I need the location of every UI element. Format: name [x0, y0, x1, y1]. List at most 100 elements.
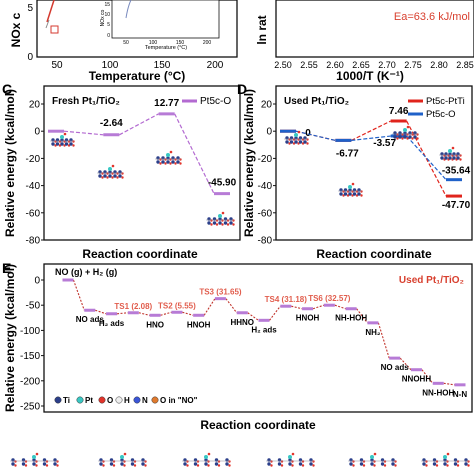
atom-ti: [113, 174, 117, 178]
atom-pt: [108, 167, 112, 171]
ytick-label: 0: [34, 276, 40, 287]
step-label: NO ads: [381, 363, 410, 372]
atom-o: [210, 223, 213, 226]
atom-o: [56, 460, 59, 463]
atom-o: [102, 464, 105, 467]
atom-o: [401, 133, 404, 136]
atom-o: [111, 172, 114, 175]
panel-a-inset-xtick-1: 100: [149, 40, 158, 46]
connector: [182, 311, 194, 316]
step-label: NH₂: [365, 328, 381, 337]
atom-o: [207, 460, 210, 463]
atom-o: [221, 223, 224, 226]
atom-legend-label: O in "NO": [160, 396, 198, 405]
panel-c-legend: Pt5c-O: [182, 96, 231, 107]
panel-e-yticks: 0 -50 -100 -150 -200 -250: [20, 276, 44, 413]
atom-o: [116, 176, 119, 179]
step-label: NNOHH: [402, 375, 432, 384]
atom-ti: [453, 462, 458, 466]
atom-o: [72, 144, 75, 147]
atom-o: [221, 219, 224, 222]
atom-ti: [64, 142, 69, 146]
ytick-label: -40: [26, 181, 41, 192]
atom-o: [133, 464, 137, 467]
connector: [119, 113, 159, 136]
atom-o: [232, 223, 235, 226]
atom-o: [416, 137, 419, 140]
panel-e: E NO (g) + H₂ (g) Used Pt₁/TiO₂ 0 -50 -100…: [2, 260, 473, 432]
ytick-label: -200: [20, 376, 40, 387]
atom-o: [425, 464, 428, 467]
panel-d-yticks: 20 0 -20 -40 -60 -80: [258, 100, 276, 247]
panel-b: ln rat Ea=63.6 kJ/mol 2.50 2.55 2.60 2.65 2.…: [255, 0, 474, 83]
panel-c-legend-label: Pt5c-O: [200, 96, 231, 107]
atom-o: [394, 464, 397, 467]
atom-o: [101, 172, 104, 175]
atom-o: [116, 172, 119, 175]
atom-o: [144, 464, 147, 467]
panel-d: D Used Pt₁/TiO₂ Pt5c-PtTi Pt5c-O 20 0 -20 -…: [237, 81, 473, 261]
panel-b-xlabel: 1000/T (K⁻¹): [336, 69, 404, 83]
connector: [351, 120, 391, 141]
panel-e-xlabel: Reaction coordinate: [200, 418, 316, 432]
atom-legend-label: H: [124, 396, 130, 405]
energy-label: 7.46: [389, 106, 409, 117]
atom-o: [362, 460, 366, 463]
atom-ti: [183, 462, 187, 466]
atom-o: [301, 464, 305, 467]
energy-label: -47.70: [442, 200, 471, 211]
atom-ti: [422, 462, 426, 466]
atom-ti: [32, 462, 36, 466]
atom-o: [396, 137, 399, 140]
panel-c-plot: -2.64 12.77 -45.90: [48, 98, 237, 226]
atom-o: [72, 140, 75, 143]
atom-pt: [370, 455, 374, 459]
atom-o: [217, 464, 221, 467]
atom-legend-dot: [133, 396, 141, 404]
atom-o: [411, 133, 414, 136]
panel-e-frame: [43, 263, 473, 413]
atom-ti: [218, 221, 222, 225]
connector: [399, 357, 412, 371]
ts-label: TS2 (5.55): [158, 301, 196, 310]
atom-o: [406, 137, 409, 140]
atom-ti: [21, 462, 26, 466]
atom-ti: [288, 462, 292, 466]
atom-ti: [51, 142, 55, 146]
connector: [421, 369, 434, 384]
bottom-structures: [10, 452, 470, 467]
connector: [225, 298, 238, 314]
ytick-label: -20: [26, 154, 41, 165]
panel-a-red-curve: [46, 0, 55, 23]
panel-a-inset-ylabel: NOx co: [100, 9, 106, 26]
connector: [334, 304, 346, 310]
atom-pt: [448, 149, 452, 153]
connector: [95, 309, 107, 315]
panel-b-xtick: 2.60: [326, 60, 344, 70]
panel-d-letter: D: [237, 81, 247, 97]
step-label: H₂ ads: [251, 325, 277, 334]
panel-a-inset-curve: [125, 0, 132, 19]
panel-a-grey-curve: [45, 19, 50, 29]
step-label: HHNO: [230, 318, 254, 327]
atom-o: [123, 460, 126, 463]
panel-e-ylabel: Relative energy (kcal/mol): [3, 264, 17, 412]
atom-o: [306, 138, 309, 141]
atom-ti: [398, 135, 402, 139]
panel-b-xtick: 2.50: [274, 60, 292, 70]
atom-o: [169, 162, 172, 165]
connector: [203, 298, 216, 316]
panel-c-title: Fresh Pt₁/TiO₂: [52, 96, 120, 107]
step-label: HNO: [146, 320, 164, 329]
atom-o: [106, 176, 109, 179]
atom-o: [159, 162, 162, 165]
atom-pt: [294, 133, 298, 137]
atom-pt: [32, 455, 36, 459]
atom-o: [383, 460, 387, 463]
panel-e-title: Used Pt₁/TiO₂: [399, 275, 464, 286]
atom-legend-dot: [115, 396, 123, 404]
panel-a-inset-xtick-0: 50: [123, 40, 129, 46]
ts-label: TS4 (31.18): [265, 295, 308, 304]
